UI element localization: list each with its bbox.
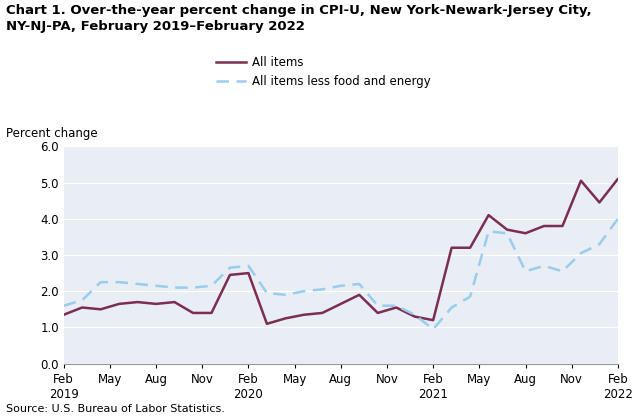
Text: Percent change: Percent change: [6, 127, 98, 140]
Text: Source: U.S. Bureau of Labor Statistics.: Source: U.S. Bureau of Labor Statistics.: [6, 404, 225, 414]
Text: Chart 1. Over-the-year percent change in CPI-U, New York-Newark-Jersey City,
NY-: Chart 1. Over-the-year percent change in…: [6, 4, 592, 33]
Legend: All items, All items less food and energy: All items, All items less food and energ…: [216, 56, 430, 88]
